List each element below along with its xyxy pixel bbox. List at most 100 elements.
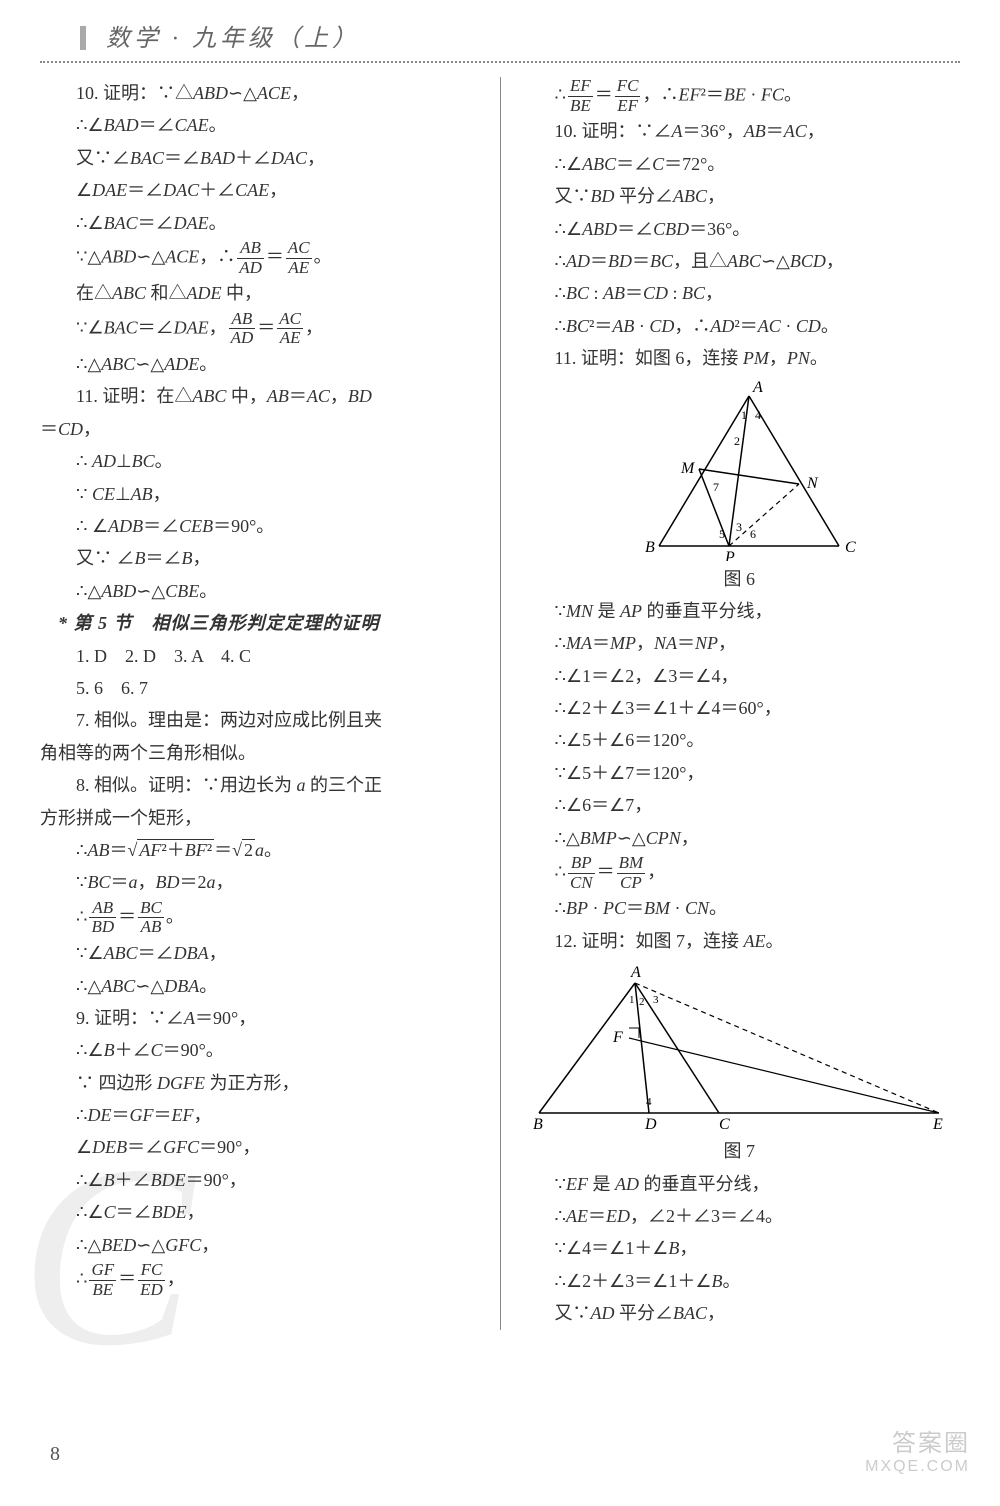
figure-caption: 图 6 bbox=[519, 563, 961, 595]
text-line: ∴ ∠ADB＝∠CEB＝90°。 bbox=[40, 510, 482, 542]
text-line: 在△ABC 和△ADE 中， bbox=[40, 277, 482, 309]
svg-text:A: A bbox=[630, 964, 641, 981]
svg-text:C: C bbox=[719, 1116, 730, 1133]
text-line: ∵△ABD∽△ACE，∴ABAD＝ACAE。 bbox=[40, 239, 482, 277]
text-line: ∴∠C＝∠BDE， bbox=[40, 1196, 482, 1228]
left-column: 10. 证明：∵△ABD∽△ACE，∴∠BAD＝∠CAE。又∵∠BAC＝∠BAD… bbox=[40, 77, 501, 1330]
text-line: 10. 证明：∵△ABD∽△ACE， bbox=[40, 77, 482, 109]
text-line: ∴∠2＋∠3＝∠1＋∠4＝60°， bbox=[519, 692, 961, 724]
text-line: ∵∠ABC＝∠DBA， bbox=[40, 937, 482, 969]
text-line: ∴BC²＝AB · CD，∴AD²＝AC · CD。 bbox=[519, 310, 961, 342]
text-line: ∵MN 是 AP 的垂直平分线， bbox=[519, 595, 961, 627]
text-line: ∴ AD⊥BC。 bbox=[40, 445, 482, 477]
text-line: ∴∠ABD＝∠CBD＝36°。 bbox=[519, 213, 961, 245]
text-line: ∵EF 是 AD 的垂直平分线， bbox=[519, 1168, 961, 1200]
text-line: 11. 证明：在△ABC 中，AB＝AC，BD bbox=[40, 380, 482, 412]
right-column: ∴EFBE＝FCEF，∴EF²＝BE · FC。10. 证明：∵∠A＝36°，A… bbox=[501, 77, 961, 1330]
text-line: ∵ 四边形 DGFE 为正方形， bbox=[40, 1067, 482, 1099]
page-number: 8 bbox=[50, 1443, 60, 1466]
figure-caption: 图 7 bbox=[519, 1135, 961, 1167]
text-line: ∴∠6＝∠7， bbox=[519, 789, 961, 821]
svg-text:7: 7 bbox=[713, 480, 719, 494]
svg-text:1: 1 bbox=[741, 408, 747, 422]
text-line: ∠DAE＝∠DAC＋∠CAE， bbox=[40, 174, 482, 206]
text-line: ∴∠BAD＝∠CAE。 bbox=[40, 109, 482, 141]
text-line: ∴∠B＋∠C＝90°。 bbox=[40, 1034, 482, 1066]
page-header: 数学 · 九年级（上） bbox=[40, 0, 960, 63]
text-line: 10. 证明：∵∠A＝36°，AB＝AC， bbox=[519, 115, 961, 147]
text-line: ∴∠B＋∠BDE＝90°， bbox=[40, 1164, 482, 1196]
text-line: ＝CD， bbox=[40, 413, 482, 445]
text-line: ∴△ABC∽△DBA。 bbox=[40, 970, 482, 1002]
text-line: 又∵AD 平分∠BAC， bbox=[519, 1297, 961, 1329]
text-line: ∴GFBE＝FCED， bbox=[40, 1261, 482, 1299]
text-line: ∴△ABD∽△CBE。 bbox=[40, 575, 482, 607]
figure-6: A B C P M N 14 2 7 536 bbox=[619, 381, 859, 561]
text-line: 又∵∠BAC＝∠BAD＋∠DAC， bbox=[40, 142, 482, 174]
text-line: 5. 6 6. 7 bbox=[40, 672, 482, 704]
text-line: ∴∠5＋∠6＝120°。 bbox=[519, 724, 961, 756]
text-line: ∴△ABC∽△ADE。 bbox=[40, 348, 482, 380]
watermark-line: 答案圈 bbox=[865, 1423, 970, 1458]
figure-7: A B C D E F 123 4 bbox=[529, 963, 949, 1133]
svg-text:A: A bbox=[752, 381, 763, 396]
header-grade: 九年级（上） bbox=[192, 26, 360, 52]
svg-text:3: 3 bbox=[736, 520, 742, 534]
svg-text:4: 4 bbox=[755, 408, 761, 422]
text-line: ∴∠2＋∠3＝∠1＋∠B。 bbox=[519, 1265, 961, 1297]
text-line: 8. 相似。证明：∵用边长为 a 的三个正 bbox=[40, 769, 482, 801]
text-line: ∴∠1＝∠2，∠3＝∠4， bbox=[519, 660, 961, 692]
text-line: 方形拼成一个矩形， bbox=[40, 802, 482, 834]
text-line: ∴DE＝GF＝EF， bbox=[40, 1099, 482, 1131]
header-subject: 数学 bbox=[106, 26, 162, 52]
text-line: 7. 相似。理由是：两边对应成比例且夹 bbox=[40, 704, 482, 736]
text-line: 9. 证明：∵∠A＝90°， bbox=[40, 1002, 482, 1034]
svg-text:2: 2 bbox=[639, 996, 645, 1008]
svg-text:D: D bbox=[644, 1116, 657, 1133]
text-line: ∴AD＝BD＝BC，且△ABC∽△BCD， bbox=[519, 245, 961, 277]
text-line: ∴AE＝ED，∠2＋∠3＝∠4。 bbox=[519, 1200, 961, 1232]
text-line: ∵BC＝a，BD＝2a， bbox=[40, 866, 482, 898]
content-columns: 10. 证明：∵△ABD∽△ACE，∴∠BAD＝∠CAE。又∵∠BAC＝∠BAD… bbox=[0, 71, 1000, 1330]
text-line: ∴△BMP∽△CPN， bbox=[519, 822, 961, 854]
svg-text:4: 4 bbox=[646, 1096, 652, 1108]
text-line: ∴ABBD＝BCAB。 bbox=[40, 899, 482, 937]
text-line: ∴BPCN＝BMCP， bbox=[519, 854, 961, 892]
svg-text:E: E bbox=[932, 1116, 943, 1133]
svg-text:1: 1 bbox=[629, 994, 635, 1006]
text-line: ∴AB＝√AF²＋BF²＝√2a。 bbox=[40, 834, 482, 866]
text-line: ∵∠BAC＝∠DAE，ABAD＝ACAE， bbox=[40, 310, 482, 348]
svg-text:F: F bbox=[612, 1029, 623, 1046]
text-line: 又∵BD 平分∠ABC， bbox=[519, 180, 961, 212]
text-line: ∵ CE⊥AB， bbox=[40, 478, 482, 510]
text-line: 又∵ ∠B＝∠B， bbox=[40, 542, 482, 574]
svg-text:B: B bbox=[533, 1116, 543, 1133]
text-line: 12. 证明：如图 7，连接 AE。 bbox=[519, 925, 961, 957]
svg-text:3: 3 bbox=[653, 994, 659, 1006]
svg-text:5: 5 bbox=[719, 527, 725, 541]
svg-text:6: 6 bbox=[750, 527, 756, 541]
text-line: 角相等的两个三角形相似。 bbox=[40, 737, 482, 769]
svg-text:C: C bbox=[845, 539, 856, 556]
text-line: ∴∠ABC＝∠C＝72°。 bbox=[519, 148, 961, 180]
text-line: ∴∠BAC＝∠DAE。 bbox=[40, 207, 482, 239]
text-line: 1. D 2. D 3. A 4. C bbox=[40, 640, 482, 672]
svg-text:B: B bbox=[645, 539, 655, 556]
svg-text:2: 2 bbox=[734, 434, 740, 448]
text-line: ∴EFBE＝FCEF，∴EF²＝BE · FC。 bbox=[519, 77, 961, 115]
text-line: ∵∠4＝∠1＋∠B， bbox=[519, 1232, 961, 1264]
watermark: 答案圈 MXQE.COM bbox=[865, 1423, 970, 1476]
text-line: ∴MA＝MP，NA＝NP， bbox=[519, 627, 961, 659]
section-title: * 第 5 节 相似三角形判定定理的证明 bbox=[40, 607, 482, 639]
watermark-line: MXQE.COM bbox=[865, 1458, 970, 1476]
svg-text:M: M bbox=[680, 460, 696, 477]
svg-text:P: P bbox=[724, 549, 735, 561]
header-bar-icon bbox=[80, 26, 86, 50]
text-line: ∴△BED∽△GFC， bbox=[40, 1229, 482, 1261]
svg-text:N: N bbox=[806, 475, 819, 492]
text-line: ∵∠5＋∠7＝120°， bbox=[519, 757, 961, 789]
text-line: ∠DEB＝∠GFC＝90°， bbox=[40, 1131, 482, 1163]
text-line: ∴BP · PC＝BM · CN。 bbox=[519, 892, 961, 924]
text-line: ∴BC : AB＝CD : BC， bbox=[519, 277, 961, 309]
text-line: 11. 证明：如图 6，连接 PM，PN。 bbox=[519, 342, 961, 374]
